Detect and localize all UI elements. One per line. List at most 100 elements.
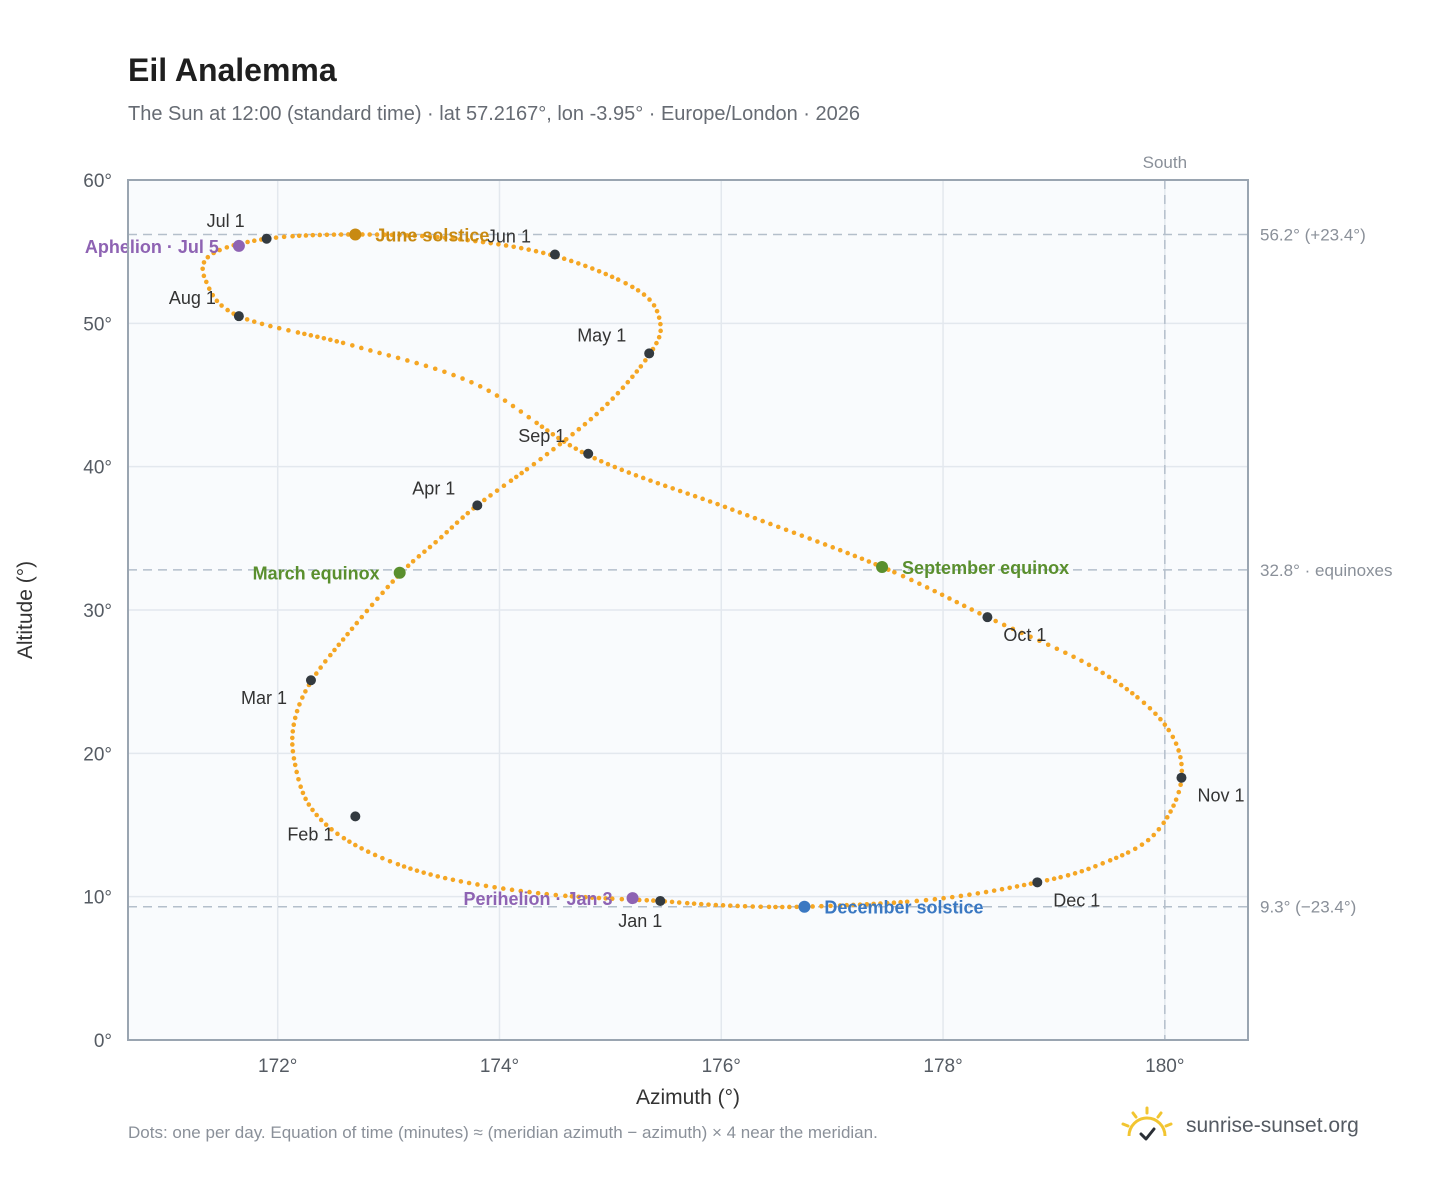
month-marker	[655, 895, 666, 906]
day-dot	[961, 603, 967, 609]
day-dot	[201, 273, 207, 279]
day-dot	[314, 812, 319, 818]
day-dot	[290, 748, 296, 754]
day-dot	[488, 240, 494, 246]
day-dot	[465, 237, 471, 243]
month-marker	[350, 811, 361, 822]
day-dot	[422, 549, 427, 554]
day-dot	[794, 904, 800, 910]
day-dot	[210, 292, 216, 298]
day-dot	[450, 236, 455, 241]
day-dot	[353, 842, 358, 848]
day-dot	[837, 547, 843, 553]
day-dot	[1107, 858, 1113, 863]
event-marker	[876, 561, 889, 573]
day-dot	[380, 855, 385, 861]
day-dot	[200, 266, 205, 272]
day-dot	[359, 614, 365, 620]
event-label: Perihelion · Jan 3	[464, 889, 613, 909]
day-dot	[433, 539, 438, 545]
day-dot	[314, 671, 319, 676]
day-dot	[698, 901, 704, 907]
day-dot	[1179, 768, 1185, 774]
day-dot	[954, 599, 960, 605]
day-dot	[634, 369, 640, 374]
day-dot	[1028, 634, 1033, 640]
x-tick-label: 176°	[702, 1056, 741, 1077]
day-dot	[390, 579, 395, 584]
day-dot	[442, 875, 448, 881]
sun-logo-icon	[1121, 1106, 1173, 1141]
day-dot	[590, 266, 595, 271]
day-dot	[576, 261, 581, 266]
day-dot	[503, 243, 509, 248]
day-dot	[977, 611, 982, 616]
day-dot	[722, 504, 728, 510]
day-dot	[544, 451, 550, 457]
day-dot	[303, 233, 309, 238]
day-dot	[214, 298, 220, 304]
day-dot	[331, 232, 337, 237]
month-label: Apr 1	[412, 478, 455, 498]
day-dot	[1119, 852, 1125, 858]
day-dot	[465, 510, 471, 516]
day-dot	[535, 890, 541, 896]
reference-line-label: 9.3° (−23.4°)	[1260, 898, 1356, 917]
month-label: Feb 1	[287, 824, 333, 844]
day-dot	[482, 497, 487, 503]
day-dot	[670, 486, 675, 491]
month-label: May 1	[577, 325, 626, 345]
y-tick-label: 50°	[83, 314, 112, 335]
south-label: South	[1143, 153, 1187, 172]
day-dot	[323, 659, 328, 664]
day-dot	[551, 446, 556, 452]
day-dot	[633, 473, 639, 478]
day-dot	[909, 577, 914, 583]
day-dot	[518, 245, 524, 251]
brand-logo[interactable]: sunrise-sunset.org	[1120, 1104, 1359, 1148]
day-dot	[1112, 678, 1118, 684]
reference-line-label: 56.2° (+23.4°)	[1260, 225, 1366, 244]
event-markers: June solstice December solstice March equi…	[85, 225, 1069, 917]
day-dot	[1168, 809, 1173, 814]
day-dot	[783, 527, 789, 533]
reference-lines: 56.2° (+23.4°) 32.8° · equinoxes 9.3° (−23…	[128, 153, 1393, 1040]
day-dot	[364, 608, 370, 614]
day-dot	[432, 366, 438, 372]
day-dot	[583, 894, 588, 900]
day-dot	[219, 303, 224, 308]
day-dot	[1161, 820, 1166, 826]
day-dot	[204, 279, 209, 285]
day-dot	[949, 894, 955, 900]
day-dot	[568, 258, 574, 264]
day-dot	[286, 328, 291, 333]
day-dot	[318, 817, 324, 823]
day-dot	[341, 835, 347, 841]
day-dot	[1054, 646, 1060, 652]
day-dot	[321, 335, 327, 341]
day-dot	[389, 232, 395, 238]
day-dot	[273, 235, 279, 240]
day-dot	[374, 232, 380, 237]
day-dot	[605, 401, 610, 407]
month-marker	[1176, 772, 1187, 783]
day-dot	[1106, 674, 1112, 680]
day-dot	[206, 286, 212, 292]
day-dot	[460, 376, 465, 381]
day-dot	[644, 897, 650, 903]
day-dot	[359, 846, 364, 851]
day-dot	[404, 233, 410, 238]
day-dot	[735, 903, 740, 909]
day-dot	[1021, 882, 1027, 888]
day-dot	[550, 431, 556, 437]
day-dot	[898, 899, 903, 905]
day-dot	[1071, 654, 1076, 660]
day-dot	[592, 455, 597, 461]
x-tick-label: 180°	[1145, 1056, 1184, 1077]
day-dot	[428, 872, 433, 877]
day-dot	[553, 892, 559, 898]
day-dot	[924, 585, 930, 590]
day-dot	[654, 308, 660, 314]
month-marker	[305, 675, 316, 686]
day-dot	[310, 807, 315, 813]
